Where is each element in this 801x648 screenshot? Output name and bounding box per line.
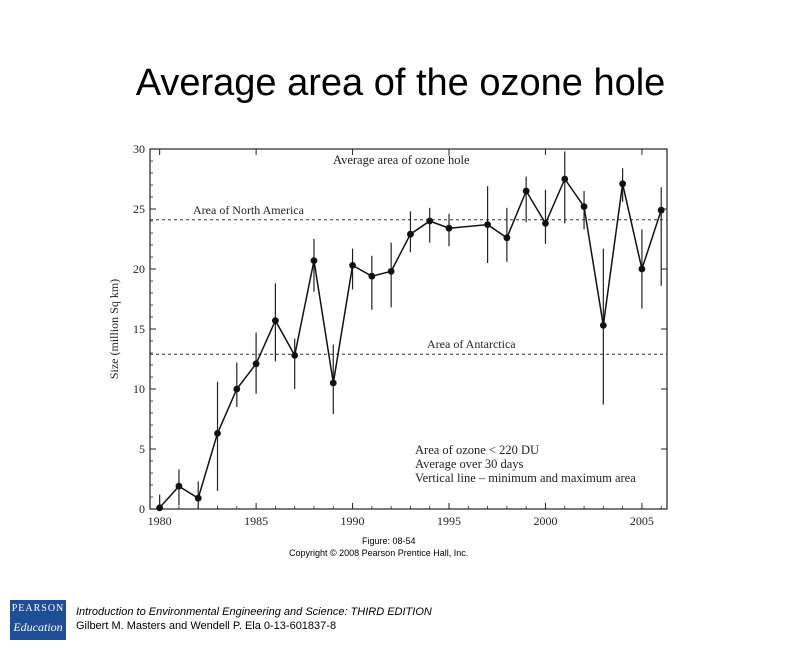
data-point — [214, 430, 221, 437]
data-point — [638, 265, 646, 273]
data-point — [542, 220, 549, 227]
y-tick-label: 0 — [139, 502, 145, 516]
data-point — [561, 175, 569, 183]
x-tick-label: 1980 — [148, 514, 172, 528]
y-tick-label: 10 — [133, 382, 145, 396]
data-point — [349, 262, 356, 269]
data-point — [407, 230, 414, 238]
antarctica-line-label: Area of Antarctica — [427, 337, 516, 351]
data-point — [329, 379, 337, 387]
data-point — [445, 224, 453, 232]
data-point — [657, 206, 665, 214]
data-point — [156, 504, 164, 512]
north-america-line-label: Area of North America — [193, 203, 305, 217]
footer-authors: Gilbert M. Masters and Wendell P. Ela 0-… — [76, 620, 337, 632]
figure-number: Figure: 08-54 — [362, 536, 416, 546]
data-point — [194, 494, 202, 502]
y-tick-label: 20 — [133, 262, 145, 276]
data-point — [271, 317, 279, 324]
slide-title: Average area of the ozone hole — [135, 62, 666, 104]
x-tick-label: 2000 — [533, 514, 557, 528]
logo-line-1: PEARSON — [11, 603, 65, 614]
data-point — [310, 257, 318, 264]
footer: Introduction to Environmental Engineerin… — [76, 605, 432, 633]
data-point — [233, 385, 241, 393]
data-point — [252, 360, 260, 368]
data-point — [175, 482, 183, 490]
x-tick-label: 1990 — [341, 514, 365, 528]
y-tick-label: 15 — [133, 322, 145, 336]
footer-book-title: Introduction to Environmental Engineerin… — [76, 606, 432, 618]
data-point — [619, 180, 627, 188]
data-point — [503, 234, 511, 242]
chart-title: Average area of ozone hole — [333, 153, 470, 167]
y-tick-label: 25 — [133, 202, 145, 216]
data-point — [291, 352, 299, 359]
pearson-education-logo: PEARSON Education — [10, 600, 66, 640]
data-point — [484, 221, 491, 229]
figure-copyright: Copyright © 2008 Pearson Prentice Hall, … — [289, 548, 469, 558]
data-point — [599, 322, 607, 329]
data-point — [387, 268, 395, 275]
data-point — [580, 203, 588, 211]
x-tick-label: 1985 — [244, 514, 268, 528]
x-tick-label: 1995 — [437, 514, 461, 528]
logo-line-2: Education — [13, 620, 63, 634]
annotation-2: Average over 30 days — [415, 457, 524, 471]
data-point — [368, 272, 376, 280]
y-tick-label: 5 — [139, 442, 145, 456]
annotation-1: Area of ozone < 220 DU — [415, 443, 539, 457]
x-tick-label: 2005 — [630, 514, 654, 528]
y-tick-label: 30 — [133, 142, 145, 156]
annotation-3: Vertical line – minimum and maximum area — [415, 471, 636, 485]
ozone-hole-chart: 0 5 10 15 20 25 30 1980 1985 1990 1995 2000 2005 Size… — [107, 142, 668, 528]
data-point — [426, 217, 434, 225]
series-line — [159, 177, 662, 509]
data-point — [522, 187, 530, 195]
y-axis-label: Size (million Sq km) — [107, 279, 121, 379]
